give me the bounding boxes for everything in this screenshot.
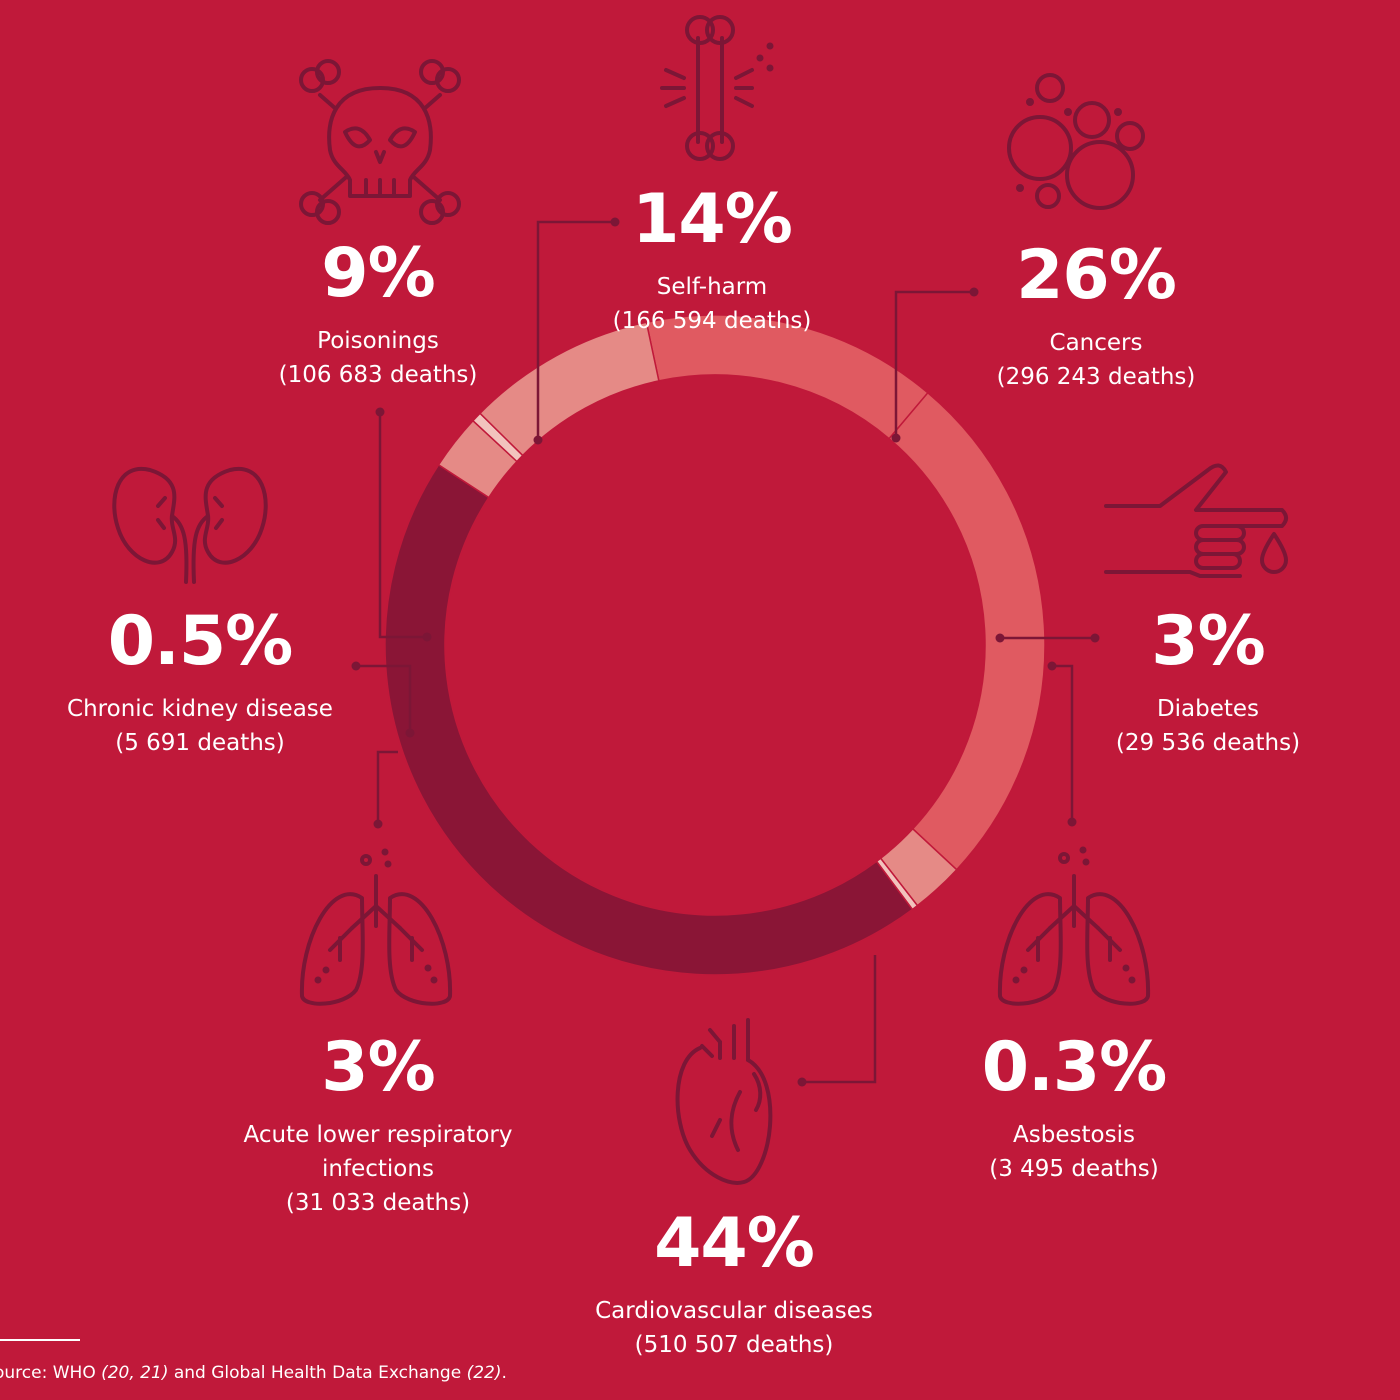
deaths-count: (31 033 deaths) bbox=[285, 1190, 471, 1216]
percent-value: 3% bbox=[1151, 602, 1265, 681]
deaths-count: (510 507 deaths) bbox=[634, 1332, 834, 1358]
label-kidney: 0.5% Chronic kidney disease (5 691 death… bbox=[67, 608, 333, 760]
percent-value: 0.3% bbox=[981, 1028, 1168, 1107]
category-name-line-1: Acute lower respiratory bbox=[243, 1122, 513, 1148]
connector-cancers bbox=[894, 290, 974, 438]
source-ref-ghdx: (22) bbox=[466, 1363, 502, 1383]
donut-segment-cardiovascular bbox=[384, 463, 914, 976]
category-name: Self-harm bbox=[656, 274, 768, 300]
label-respiratory: 3% Acute lower respiratory infections (3… bbox=[243, 1034, 512, 1220]
deaths-count: (5 691 deaths) bbox=[115, 730, 285, 756]
category-name: Cardiovascular diseases bbox=[595, 1298, 873, 1324]
label-self-harm: 14% Self-harm (166 594 deaths) bbox=[613, 186, 812, 338]
label-diabetes: 3% Diabetes (29 536 deaths) bbox=[1116, 608, 1300, 760]
source-note: ource: WHO (20, 21) and Global Health Da… bbox=[0, 1363, 507, 1383]
source-prefix: ource: WHO bbox=[0, 1363, 102, 1383]
percent-value: 44% bbox=[654, 1204, 815, 1283]
kidneys-icon bbox=[112, 466, 268, 584]
skull-crossbones-icon bbox=[299, 59, 461, 225]
deaths-count: (106 683 deaths) bbox=[278, 362, 478, 388]
connector-poisonings bbox=[378, 412, 427, 639]
heart-icon bbox=[675, 1018, 773, 1185]
category-name: Diabetes bbox=[1156, 696, 1260, 722]
donut-ring bbox=[384, 314, 1046, 976]
category-name: Chronic kidney disease bbox=[67, 696, 333, 722]
deaths-count: (296 243 deaths) bbox=[996, 364, 1196, 390]
percent-value: 14% bbox=[632, 180, 793, 259]
percent-value: 3% bbox=[321, 1028, 435, 1107]
bone-icon bbox=[660, 15, 774, 161]
lungs-icon bbox=[997, 846, 1151, 1006]
bubbles-icon bbox=[1007, 73, 1145, 210]
connector-self-harm bbox=[536, 220, 615, 440]
label-poisonings: 9% Poisonings (106 683 deaths) bbox=[279, 240, 478, 392]
connector-asbestosis bbox=[1052, 664, 1074, 822]
deaths-count: (29 536 deaths) bbox=[1115, 730, 1301, 756]
source-ref-who: (20, 21) bbox=[101, 1363, 169, 1383]
source-middle: and Global Health Data Exchange bbox=[168, 1363, 467, 1383]
finger-blood-drop-icon bbox=[1104, 463, 1288, 578]
label-cardiovascular: 44% Cardiovascular diseases (510 507 dea… bbox=[595, 1210, 873, 1362]
donut-segment-cancers bbox=[888, 391, 1046, 871]
lungs-icon bbox=[299, 848, 453, 1006]
category-name: Cancers bbox=[1049, 330, 1143, 356]
percent-value: 0.5% bbox=[107, 602, 294, 681]
deaths-count: (166 594 deaths) bbox=[612, 308, 812, 334]
label-cancers: 26% Cancers (296 243 deaths) bbox=[997, 242, 1196, 394]
connector-kidney bbox=[356, 664, 412, 733]
percent-value: 26% bbox=[1016, 236, 1177, 315]
source-divider bbox=[0, 1339, 80, 1341]
connector-respiratory bbox=[376, 750, 398, 824]
category-name: Asbestosis bbox=[1013, 1122, 1135, 1148]
label-asbestosis: 0.3% Asbestosis (3 495 deaths) bbox=[981, 1028, 1168, 1186]
connector-cardiovascular bbox=[802, 955, 877, 1084]
percent-value: 9% bbox=[321, 234, 435, 313]
source-suffix: . bbox=[501, 1363, 507, 1383]
donut-segment-poisonings bbox=[478, 321, 660, 457]
category-name-line-2: infections bbox=[322, 1156, 434, 1182]
category-name: Poisonings bbox=[317, 328, 439, 354]
deaths-count: (3 495 deaths) bbox=[989, 1156, 1159, 1182]
connector-dots bbox=[351, 217, 1100, 1087]
connector-lines bbox=[356, 220, 1095, 1084]
